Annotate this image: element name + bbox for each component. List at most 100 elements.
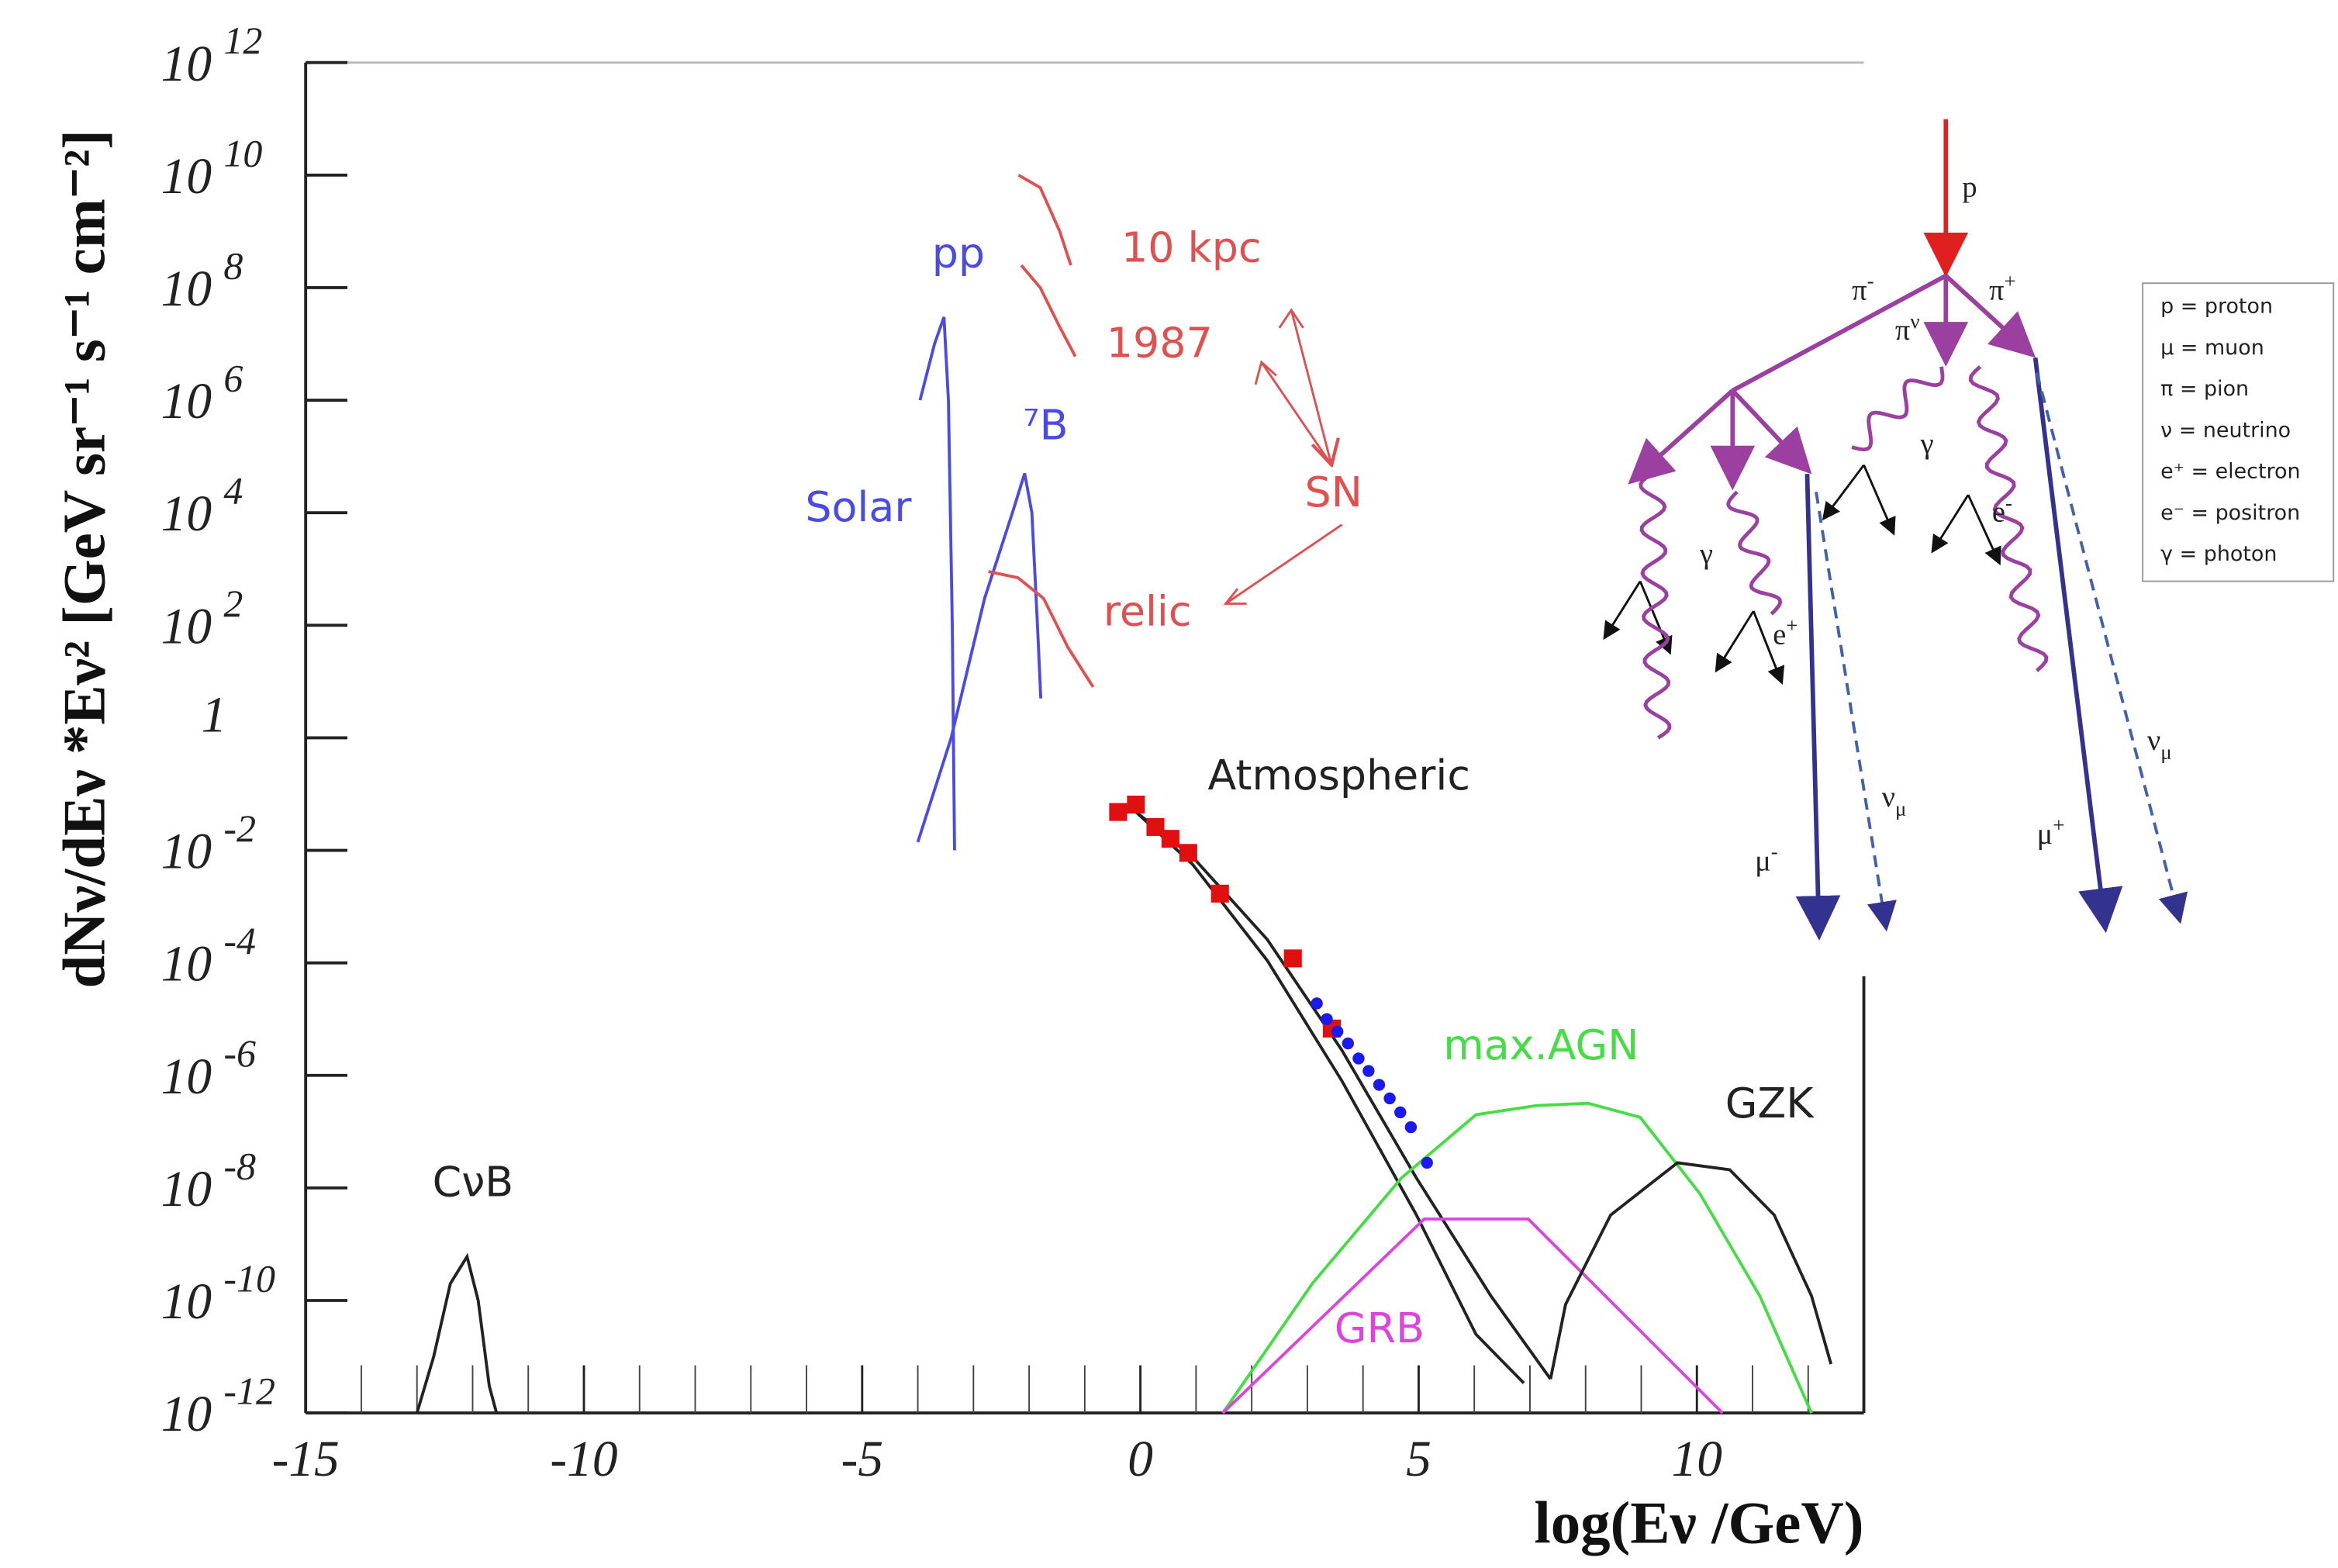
data-point [1421, 1156, 1433, 1169]
pion-lines [1628, 274, 2036, 491]
legend-box [2142, 282, 2335, 582]
data-point [1383, 1092, 1396, 1105]
series-label: 1987 [1107, 319, 1213, 368]
y-tick-exponent: 8 [223, 243, 243, 287]
diagram-label: γ [1699, 538, 1713, 571]
neutrino-line [2035, 372, 2188, 924]
y-tick-exponent: -8 [223, 1144, 256, 1187]
y-tick-label: 10 [161, 937, 212, 993]
series-line [1221, 1217, 1724, 1414]
label-base: π [1852, 274, 1867, 306]
y-tick-exponent: -4 [223, 919, 256, 962]
series-line [916, 472, 1043, 843]
diagram-label: γ [1920, 427, 1934, 460]
y-tick-label: 10 [161, 261, 212, 317]
photon [1851, 366, 1945, 452]
x-tick-label: 5 [1406, 1432, 1431, 1487]
y-tick-label: 10 [161, 486, 212, 542]
data-point [1352, 1052, 1365, 1065]
y-tick-label: 10 [161, 599, 212, 654]
series-label: CνB [433, 1158, 514, 1207]
y-tick-label: 10 [161, 1049, 212, 1105]
diagram-label: π+ [1989, 269, 2016, 306]
label-base: γ [1699, 538, 1713, 571]
label-base: e [1992, 496, 2005, 529]
series-line [1017, 174, 1072, 266]
label-base: ν [1882, 781, 1895, 813]
muon-line [1795, 474, 1841, 941]
sn-arrow [1224, 523, 1343, 605]
label-sub: μ [2160, 740, 2171, 763]
data-point [1109, 803, 1128, 821]
pion-line [1731, 274, 1947, 393]
label-sup: + [2004, 269, 2015, 292]
label-sup: + [1786, 613, 1798, 637]
series-label: relic [1103, 587, 1192, 636]
pion-line [1731, 389, 1812, 475]
data-point [1146, 817, 1165, 836]
annotation: SN [1304, 468, 1362, 516]
diagram-label: νμ [2147, 724, 2172, 764]
series-line [1549, 1161, 1833, 1380]
frame [304, 61, 1866, 1415]
label-sup: - [1867, 269, 1874, 292]
y-axis-title: dNν/dEν *Eν² [GeV sr⁻¹ s⁻¹ cm⁻²] [51, 130, 118, 989]
legend-item: e⁻ = positron [2160, 501, 2300, 525]
y-tick-label: 10 [161, 1274, 212, 1330]
series-label: 10 kpc [1121, 223, 1262, 272]
data-point [1311, 997, 1323, 1010]
legend-item: ν = neutrino [2160, 418, 2291, 442]
legend-item: e⁺ = electron [2160, 460, 2300, 484]
data-point [1179, 844, 1197, 862]
y-tick-label: 10 [161, 1387, 212, 1442]
label-base: e [1773, 618, 1786, 651]
label-base: π [1989, 274, 2004, 306]
diagram-label: e+ [1773, 613, 1798, 651]
data-point [1210, 884, 1229, 903]
electron-arrow [1822, 464, 1865, 521]
y-tick-exponent: 2 [223, 582, 243, 625]
x-tick-label: 0 [1128, 1432, 1153, 1487]
diagram-label: νμ [1882, 781, 1907, 820]
legend-item: π = pion [2160, 377, 2249, 401]
electron-arrow [1863, 465, 1896, 536]
y-tick-exponent: 4 [223, 469, 243, 513]
y-tick-exponent: -6 [223, 1031, 256, 1075]
series-label: max.AGN [1443, 1021, 1639, 1069]
data-point [1127, 796, 1145, 814]
label-sup: + [2053, 813, 2064, 837]
series-line [918, 316, 956, 851]
sn-arrow [1290, 309, 1331, 465]
legend-item: μ = muon [2160, 336, 2264, 360]
series-line [988, 570, 1095, 688]
pion-line [1628, 389, 1735, 485]
data-point [1283, 949, 1302, 968]
y-tick-label: 10 [161, 374, 212, 430]
y-tick-label: 10 [161, 36, 212, 92]
data-point [1342, 1037, 1354, 1050]
label-base: μ [2037, 818, 2053, 851]
data-point [1394, 1106, 1407, 1119]
label-sup: - [2005, 491, 2012, 514]
x-tick-label: -10 [550, 1432, 617, 1487]
series-label: GRB [1335, 1304, 1425, 1352]
photon [1726, 490, 1783, 616]
muon-lines [1795, 357, 2188, 941]
label-base: p [1962, 171, 1977, 204]
sn-arrows [1223, 308, 1343, 605]
diagram-label: e- [1992, 491, 2012, 528]
y-tick-exponent: 6 [223, 357, 243, 400]
series-line [415, 1252, 499, 1414]
x-axis-title: log(Eν /GeV) [1534, 1489, 1863, 1556]
diagram-label: πν [1895, 309, 1920, 347]
electron-arrows [1603, 464, 2001, 685]
label-base: μ [1755, 844, 1771, 877]
x-tick-label: -15 [272, 1432, 340, 1487]
electron-arrow [1752, 610, 1785, 685]
photon-lines [1639, 365, 2049, 740]
annotation: Solar [805, 482, 912, 531]
series-label: GZK [1725, 1079, 1815, 1128]
y-tick-exponent: 10 [223, 131, 262, 174]
